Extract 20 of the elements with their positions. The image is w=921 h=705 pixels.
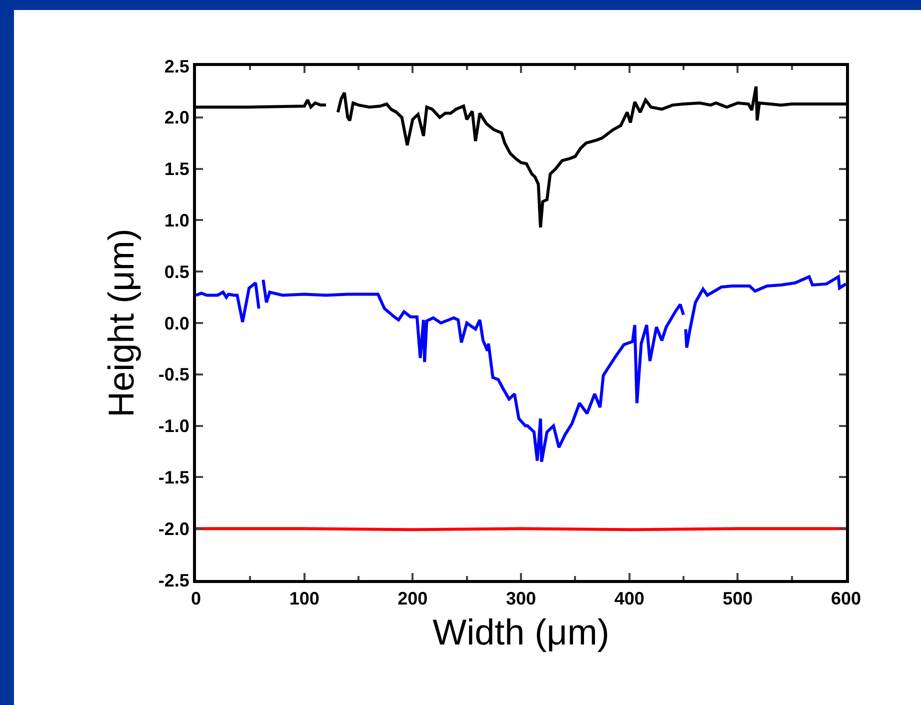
x-tick-label: 400 bbox=[614, 588, 644, 609]
x-tick-label: 600 bbox=[830, 588, 862, 609]
y-tick-label: 2.5 bbox=[164, 56, 190, 76]
x-axis-title: Width (μm) bbox=[432, 611, 610, 652]
y-tick-label: -1.5 bbox=[158, 468, 190, 488]
x-tick-label: 100 bbox=[289, 588, 320, 609]
y-axis-title: Height (μm) bbox=[100, 228, 142, 418]
x-tick-label: 500 bbox=[722, 588, 753, 609]
y-tick-label: -2.5 bbox=[158, 570, 190, 590]
x-tick-label: 300 bbox=[506, 588, 536, 609]
y-tick-label: -1.0 bbox=[158, 416, 190, 436]
y-tick-label: 0.0 bbox=[164, 313, 190, 334]
x-tick-label: 200 bbox=[398, 588, 428, 609]
y-tick-label: 0.5 bbox=[164, 262, 190, 282]
y-tick-label: 1.5 bbox=[164, 159, 190, 180]
y-tick-label: 2.0 bbox=[164, 108, 190, 128]
x-tick-label: 0 bbox=[190, 588, 202, 609]
y-tick-label: 1.0 bbox=[164, 210, 190, 230]
y-tick-label: -2.0 bbox=[158, 518, 190, 539]
y-tick-label: -0.5 bbox=[158, 364, 190, 385]
